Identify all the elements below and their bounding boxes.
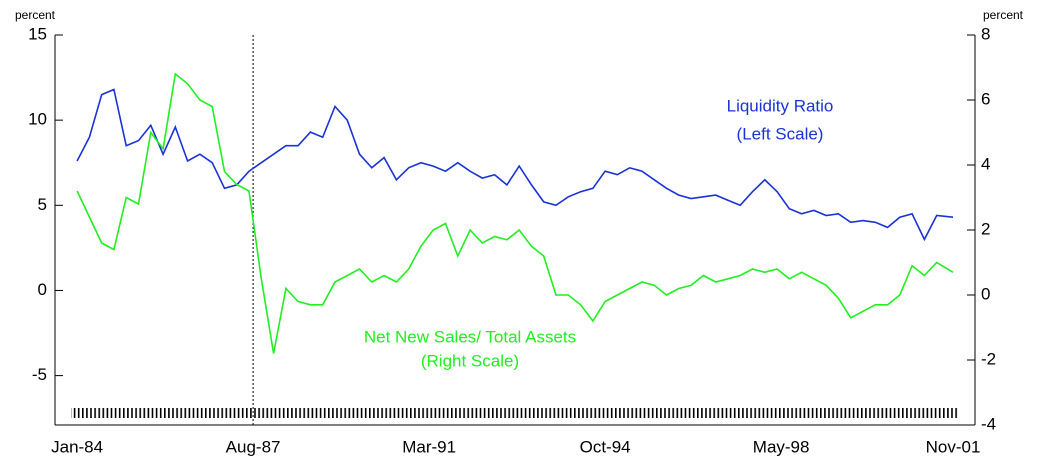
y-tick-label: 15 — [28, 24, 47, 43]
y2-tick-label: -2 — [981, 349, 996, 368]
annotation: (Left Scale) — [737, 124, 824, 143]
y2-tick-label: 2 — [981, 219, 990, 238]
x-tick-label: Oct-94 — [580, 437, 631, 456]
y2-axis-label: percent — [983, 8, 1024, 22]
y-tick-label: 10 — [28, 110, 47, 129]
series-line — [76, 88, 954, 242]
x-tick-label: Mar-91 — [402, 437, 456, 456]
x-tick-label: Aug-87 — [226, 437, 281, 456]
x-tick-label: May-98 — [753, 437, 810, 456]
y2-tick-label: 4 — [981, 154, 990, 173]
y-tick-label: 5 — [38, 195, 47, 214]
y2-tick-label: 6 — [981, 89, 990, 108]
y-tick-label: -5 — [32, 365, 47, 384]
x-tick-label: Nov-01 — [926, 437, 981, 456]
month-hatch — [71, 408, 959, 418]
annotation: Liquidity Ratio — [727, 96, 834, 115]
annotation: (Right Scale) — [421, 351, 519, 370]
y2-tick-label: -4 — [981, 414, 996, 433]
y2-tick-label: 8 — [981, 24, 990, 43]
series-line — [76, 72, 954, 354]
y-tick-label: 0 — [38, 280, 47, 299]
y2-tick-label: 0 — [981, 284, 990, 303]
y-axis-label: percent — [15, 8, 56, 22]
x-tick-label: Jan-84 — [51, 437, 103, 456]
annotation: Net New Sales/ Total Assets — [364, 327, 576, 346]
